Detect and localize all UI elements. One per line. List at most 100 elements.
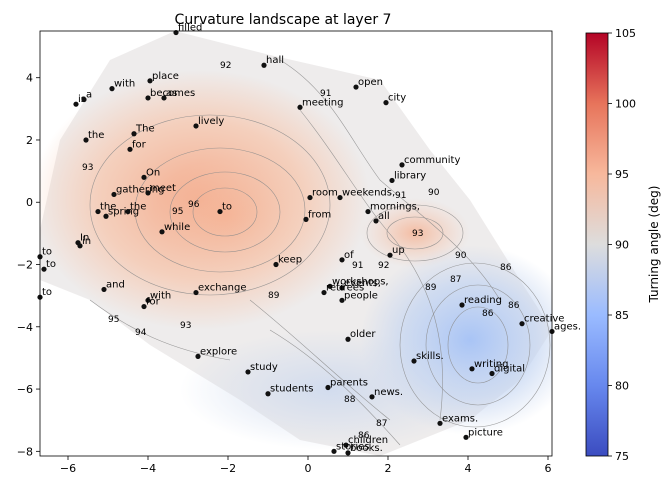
point-marker	[125, 208, 131, 215]
point-label: older	[350, 329, 376, 340]
point-label: of	[344, 250, 354, 261]
x-tick-label: 6	[545, 462, 552, 475]
point-marker	[303, 216, 309, 222]
point-marker	[127, 146, 133, 152]
point-marker	[339, 297, 345, 303]
x-tick-label: 0	[305, 462, 312, 475]
point-marker	[353, 84, 359, 90]
point-marker	[383, 100, 389, 106]
point-marker	[145, 190, 151, 196]
contour-line	[447, 306, 509, 384]
warm-core	[155, 160, 295, 270]
contour-label: 93	[180, 321, 191, 331]
point-label: all	[378, 211, 390, 222]
x-tick-label: 4	[465, 462, 472, 475]
point-label: room	[312, 188, 338, 199]
point-marker	[161, 95, 167, 101]
point-label: to	[222, 202, 232, 213]
contour-label: 95	[108, 315, 119, 325]
contour-line	[269, 329, 401, 446]
point-marker	[321, 289, 327, 296]
contour-label: 89	[425, 283, 437, 293]
point-label: up	[392, 245, 405, 256]
point-label: reading	[464, 295, 502, 306]
point-marker	[469, 366, 475, 372]
colorbar-label: Turning angle (deg)	[647, 186, 661, 304]
point-label: with	[114, 79, 135, 90]
point-marker	[159, 229, 165, 235]
point-marker	[365, 208, 371, 215]
contour-label: 89	[268, 291, 280, 301]
point-label: The	[135, 124, 155, 135]
point-marker	[77, 243, 83, 249]
point-marker	[437, 420, 443, 426]
contour-label: 86	[508, 301, 520, 311]
colorbar	[585, 32, 609, 457]
point-label: keep	[278, 255, 302, 266]
point-label: to	[46, 259, 56, 270]
point-marker	[373, 218, 379, 224]
contour-labels: 92 96 95 93 94 93 95 89 91 92 91 90 93 8…	[82, 61, 520, 441]
point-label: gathering	[116, 184, 164, 195]
point-label: from	[308, 209, 331, 220]
point-marker	[145, 95, 151, 101]
y-axis: −8 −6 −4 −2 0 2 4	[17, 72, 40, 458]
contour-line	[279, 59, 501, 301]
point-label: On	[146, 167, 160, 178]
point-label: for	[146, 297, 161, 308]
x-tick-label: −2	[220, 462, 236, 475]
contour-label: 88	[344, 395, 356, 405]
point-label: children	[348, 435, 388, 446]
point-label: weekends,	[342, 188, 395, 199]
y-tick-label: 0	[26, 196, 33, 209]
point-label: retirees	[326, 283, 364, 294]
x-tick-label: −4	[140, 462, 156, 475]
point-marker	[145, 297, 151, 303]
point-marker	[345, 450, 351, 456]
contour-line	[192, 187, 258, 237]
point-marker	[81, 96, 87, 103]
contour-label: 91	[395, 191, 406, 201]
contour-label: 86	[358, 431, 370, 441]
point-marker	[345, 336, 351, 342]
point-label: and	[106, 279, 125, 290]
point-label: city	[388, 93, 406, 104]
point-label: with	[150, 290, 171, 301]
point-label: library	[394, 170, 426, 181]
colorbar-tick-label: 80	[615, 380, 629, 393]
point-label: events,	[344, 278, 381, 289]
point-marker	[489, 370, 495, 377]
contour-label: 87	[450, 275, 461, 285]
point-marker	[101, 286, 107, 293]
point-marker	[387, 252, 393, 258]
point-marker	[339, 257, 345, 263]
point-marker	[95, 208, 101, 215]
point-label: while	[164, 222, 190, 233]
x-axis: −6 −4 −2 0 2 4 6	[60, 456, 552, 475]
point-marker	[273, 261, 279, 268]
point-marker	[337, 194, 343, 201]
point-label: ages.	[554, 321, 581, 332]
contour-label: 91	[352, 261, 363, 271]
contour-line	[169, 171, 281, 253]
point-marker	[83, 137, 89, 143]
colorbar-tick-label: 85	[615, 309, 629, 322]
point-marker	[325, 384, 331, 391]
point-marker	[193, 289, 199, 296]
point-label: open	[358, 77, 383, 88]
point-label: the	[88, 130, 104, 141]
points-layer: filledhallplacewithisabecomesasopencitym…	[37, 23, 581, 456]
point-label: for	[132, 139, 147, 150]
point-marker	[389, 177, 395, 184]
contour-line	[399, 262, 551, 428]
contour-label: 93	[82, 163, 93, 173]
cool-region-2	[180, 330, 480, 450]
point-label: creative	[524, 314, 564, 325]
point-marker	[217, 208, 223, 215]
colorbar-tick-label: 105	[615, 27, 636, 40]
point-label: to	[42, 247, 52, 258]
point-marker	[147, 78, 153, 84]
point-label: study	[250, 362, 278, 373]
point-marker	[265, 391, 271, 397]
